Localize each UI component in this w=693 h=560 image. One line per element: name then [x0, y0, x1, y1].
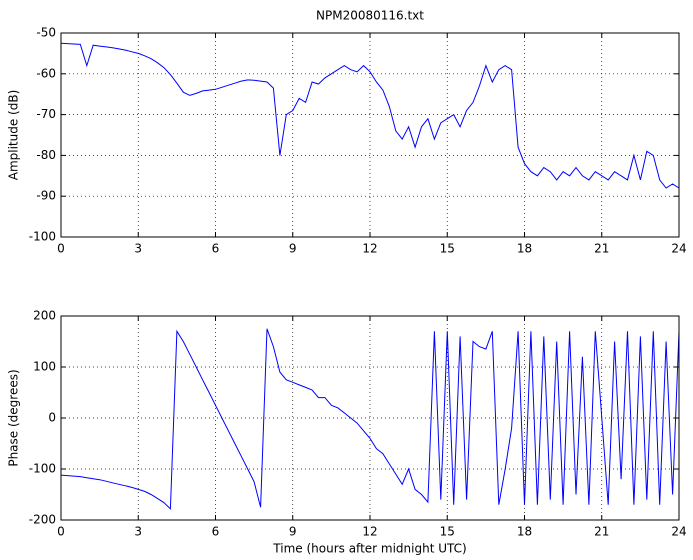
y-tick-label: -100 — [29, 462, 56, 476]
y-tick-label: -100 — [29, 230, 56, 244]
x-tick-label: 6 — [212, 242, 220, 256]
y-axis-label: Phase (degrees) — [7, 369, 21, 466]
y-tick-label: -60 — [36, 66, 56, 80]
y-tick-label: 100 — [33, 360, 56, 374]
x-tick-label: 9 — [289, 525, 297, 539]
y-tick-label: -200 — [29, 513, 56, 527]
x-tick-label: 24 — [671, 525, 686, 539]
axes-box — [60, 315, 680, 521]
chart-title: NPM20080116.txt — [316, 9, 424, 23]
x-tick-label: 0 — [57, 525, 65, 539]
axes-box — [60, 32, 680, 238]
y-tick-label: -80 — [36, 148, 56, 162]
x-tick-label: 15 — [440, 242, 455, 256]
y-tick-label: -70 — [36, 107, 56, 121]
data-line — [60, 328, 680, 510]
y-axis-label: Amplitude (dB) — [7, 90, 21, 181]
x-tick-label: 24 — [671, 242, 686, 256]
x-tick-label: 12 — [362, 242, 377, 256]
y-tick-label: 0 — [48, 411, 56, 425]
data-line — [60, 42, 680, 189]
x-tick-label: 9 — [289, 242, 297, 256]
x-tick-label: 0 — [57, 242, 65, 256]
y-tick-label: -90 — [36, 189, 56, 203]
x-tick-label: 15 — [440, 525, 455, 539]
x-tick-label: 21 — [594, 242, 609, 256]
x-tick-label: 6 — [212, 525, 220, 539]
x-tick-label: 3 — [134, 525, 142, 539]
x-tick-label: 3 — [134, 242, 142, 256]
y-tick-label: 200 — [33, 309, 56, 323]
x-tick-label: 12 — [362, 525, 377, 539]
x-axis-label: Time (hours after midnight UTC) — [272, 542, 466, 556]
y-tick-label: -50 — [36, 26, 56, 40]
x-tick-label: 21 — [594, 525, 609, 539]
x-tick-label: 18 — [517, 525, 532, 539]
x-tick-label: 18 — [517, 242, 532, 256]
